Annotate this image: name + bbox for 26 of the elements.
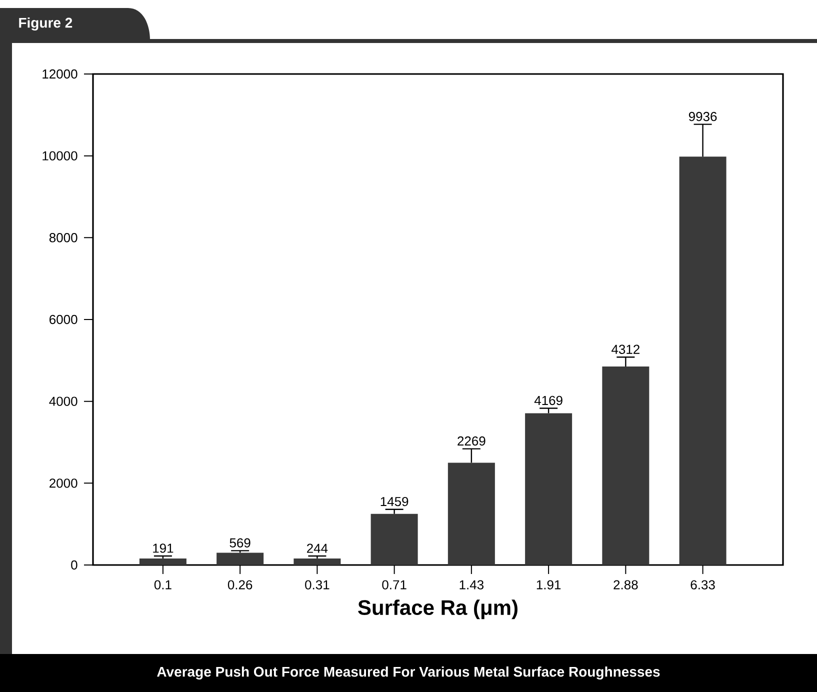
annotation: 244 bbox=[307, 544, 328, 553]
annotation: 191 bbox=[153, 544, 174, 553]
text: Average Push Out Force Measured For Various Metal Surface Roughnesses bbox=[157, 666, 660, 680]
y-tick-label: 10000 bbox=[42, 151, 78, 160]
x-tick-label: 1.91 bbox=[536, 580, 561, 590]
y-tick-label: 0 bbox=[71, 560, 78, 570]
y-tick-label: 2000 bbox=[50, 478, 78, 488]
annotation: 4312 bbox=[612, 344, 640, 354]
annotation: 9936 bbox=[688, 112, 717, 122]
x-tick-label: 2.88 bbox=[614, 580, 638, 590]
annotation: 2269 bbox=[458, 436, 486, 446]
annotation: 1459 bbox=[380, 496, 408, 506]
y-tick-label: 12000 bbox=[42, 69, 78, 79]
x-tick-label: 0.31 bbox=[305, 580, 330, 590]
x-axis-title: Surface Ra (μm) bbox=[358, 600, 518, 620]
x-tick-label: 0.71 bbox=[382, 580, 406, 590]
x-tick-label: 6.33 bbox=[690, 580, 715, 590]
chart-title: Figure 2 bbox=[19, 17, 72, 31]
annotation: 4169 bbox=[534, 396, 562, 406]
y-tick-label: 4000 bbox=[49, 396, 78, 406]
x-tick-label: 1.43 bbox=[460, 580, 484, 590]
y-tick-label: 6000 bbox=[50, 314, 78, 324]
annotation: 569 bbox=[230, 538, 250, 548]
y-tick-label: 8000 bbox=[49, 233, 78, 242]
x-tick-label: 0.1 bbox=[154, 580, 172, 590]
x-tick-label: 0.26 bbox=[228, 580, 252, 590]
